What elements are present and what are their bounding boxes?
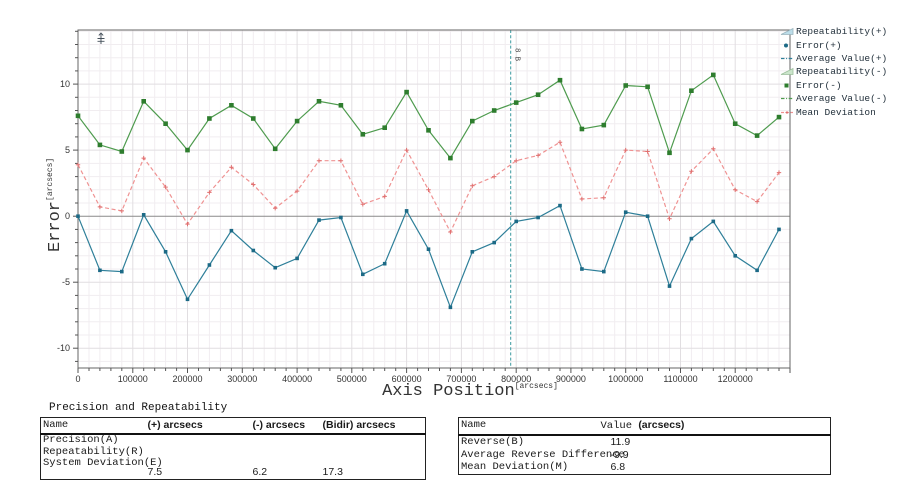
mean-deviation-icon bbox=[780, 107, 796, 118]
table-row: Average Reverse Difference -9.9 bbox=[459, 449, 831, 462]
legend-label: Average Value(+) bbox=[796, 52, 888, 64]
section-title: Precision and Repeatability bbox=[49, 402, 228, 414]
series-markers bbox=[75, 72, 782, 161]
ref-line-label: 8B bbox=[513, 48, 521, 65]
table-cell: 17.3 bbox=[322, 466, 343, 478]
column-header: Name bbox=[461, 419, 487, 431]
column-header: (+) arcsecs bbox=[147, 419, 203, 431]
x-tick-labels: 0 100000 200000 300000 400000 500000 600000 700… bbox=[75, 374, 752, 384]
table-cell: Mean Deviation(M) bbox=[461, 461, 569, 473]
legend-label: Error(+) bbox=[796, 39, 842, 51]
svg-text:10: 10 bbox=[60, 79, 70, 89]
legend-item: Mean Deviation bbox=[780, 105, 887, 118]
svg-text:700000: 700000 bbox=[446, 374, 476, 384]
svg-text:1200000: 1200000 bbox=[718, 374, 753, 384]
svg-text:-5: -5 bbox=[62, 277, 70, 287]
y-axis-unit: [arcsecs] bbox=[46, 157, 55, 201]
table-row: Precision(A) bbox=[41, 434, 426, 447]
chart-plot-area: 8B 0 100000 200000 300000 400000 500000 600000 7… bbox=[57, 29, 791, 384]
precision-table: Name (+) arcsecs (-) arcsecs (Bidir) arcsec… bbox=[40, 417, 426, 480]
x-axis-title: Axis Position[arcsecs] bbox=[382, 382, 558, 401]
table-cell: 6.2 bbox=[252, 466, 268, 478]
repeatability-minus-icon bbox=[780, 66, 796, 77]
table-cell: Average Reverse Difference bbox=[461, 448, 625, 461]
error-minus-icon bbox=[780, 80, 796, 91]
column-header: Value (arcsecs) bbox=[600, 419, 685, 432]
svg-text:300000: 300000 bbox=[227, 374, 257, 384]
table-cell: Repeatability(R) bbox=[43, 445, 144, 458]
legend-item: Error(+) bbox=[780, 38, 887, 51]
table-cell: 11.9 bbox=[610, 436, 631, 448]
table-cell: 7.5 bbox=[147, 466, 163, 478]
table-cell: Reverse(B) bbox=[461, 436, 525, 448]
table-header-row: Name Value (arcsecs) bbox=[458, 418, 831, 435]
legend-item: Repeatability(+) bbox=[780, 25, 887, 38]
svg-text:1000000: 1000000 bbox=[608, 374, 643, 384]
svg-text:-10: -10 bbox=[57, 343, 70, 353]
legend-item: Average Value(+) bbox=[780, 52, 887, 65]
table-cell bbox=[321, 447, 426, 459]
legend-label: Repeatability(-) bbox=[796, 66, 888, 78]
column-header: (Bidir) arcsecs bbox=[322, 419, 396, 431]
legend-label: Error(-) bbox=[796, 79, 842, 91]
svg-text:1100000: 1100000 bbox=[663, 374, 697, 384]
y-axis-title: Error[arcsecs] bbox=[46, 157, 65, 252]
legend-label: Average Value(-) bbox=[796, 93, 888, 105]
table-header-row: Name (+) arcsecs (-) arcsecs (Bidir) arcsec… bbox=[40, 418, 426, 434]
column-header: (-) arcsecs bbox=[252, 419, 306, 431]
svg-text:600000: 600000 bbox=[392, 374, 422, 384]
table-cell: 6.8 bbox=[610, 461, 626, 473]
table-row: Reverse(B) 11.9 bbox=[459, 435, 831, 449]
legend-label: Mean Deviation bbox=[796, 106, 876, 118]
table-row: System Deviation(E) 7.5 6.2 17.3 bbox=[41, 457, 426, 479]
table-cell: -9.9 bbox=[610, 448, 629, 461]
series-markers bbox=[75, 140, 782, 235]
reverse-table: Name Value (arcsecs) Reverse(B) 11.9 Average… bbox=[458, 417, 831, 475]
average-value-minus-icon bbox=[780, 93, 796, 104]
average-value-plus-icon bbox=[780, 53, 796, 64]
table-row: Repeatability(R) bbox=[41, 445, 426, 459]
error-plus-icon bbox=[780, 40, 796, 51]
table-cell: Precision(A) bbox=[43, 434, 119, 446]
svg-text:100000: 100000 bbox=[118, 374, 148, 384]
svg-text:400000: 400000 bbox=[282, 374, 312, 384]
legend-label: Repeatability(+) bbox=[796, 26, 888, 38]
table-cell bbox=[251, 447, 321, 459]
svg-text:5: 5 bbox=[65, 145, 70, 155]
svg-text:0: 0 bbox=[75, 374, 80, 384]
svg-text:200000: 200000 bbox=[172, 374, 202, 384]
table-cell bbox=[251, 434, 321, 447]
svg-text:900000: 900000 bbox=[556, 374, 586, 384]
table-row: Mean Deviation(M) 6.8 bbox=[459, 461, 831, 474]
svg-text:500000: 500000 bbox=[337, 374, 367, 384]
legend-item: Average Value(-) bbox=[780, 92, 887, 105]
svg-text:800000: 800000 bbox=[501, 374, 531, 384]
svg-text:0: 0 bbox=[65, 211, 70, 221]
table-cell bbox=[146, 434, 251, 447]
series-markers bbox=[76, 203, 781, 310]
table-cell: System Deviation(E) bbox=[43, 457, 163, 469]
x-axis-unit: [arcsecs] bbox=[514, 382, 558, 391]
legend-item: Error(-) bbox=[780, 79, 887, 92]
axis-marker-icon bbox=[97, 32, 105, 44]
table-cell bbox=[321, 434, 426, 447]
y-tick-labels: -10 -5 0 5 10 bbox=[57, 79, 70, 353]
chart-legend: Repeatability(+) Error(+) Average Value(+)… bbox=[780, 25, 887, 119]
legend-item: Repeatability(-) bbox=[780, 65, 887, 78]
repeatability-plus-icon bbox=[780, 26, 796, 37]
column-header: Name bbox=[43, 419, 69, 431]
